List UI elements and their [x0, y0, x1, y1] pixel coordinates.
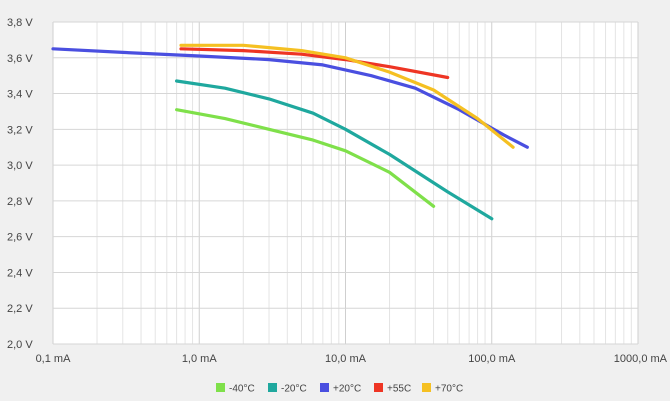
y-tick-label: 3,0 V: [7, 160, 33, 172]
legend-label: +70°C: [435, 384, 463, 395]
legend-swatch: [320, 383, 329, 392]
y-tick-label: 3,2 V: [7, 124, 33, 136]
y-tick-label: 3,6 V: [7, 53, 33, 65]
y-tick-label: 2,6 V: [7, 232, 33, 244]
x-tick-label: 100,0 mA: [468, 353, 516, 365]
y-tick-label: 3,8 V: [7, 17, 33, 29]
y-tick-label: 2,2 V: [7, 303, 33, 315]
x-tick-label: 1000,0 mA: [614, 353, 668, 365]
series-lines: [51, 43, 529, 221]
series-line-70c: [179, 43, 515, 149]
x-tick-label: 0,1 mA: [36, 353, 72, 365]
x-axis: 0,1 mA 1,0 mA 10,0 mA 100,0 mA 1000,0 mA: [36, 353, 668, 365]
x-tick-label: 1,0 mA: [182, 353, 218, 365]
x-tick-label: 10,0 mA: [325, 353, 367, 365]
legend-swatch: [216, 383, 225, 392]
y-tick-label: 2,0 V: [7, 339, 33, 351]
y-tick-label: 2,8 V: [7, 196, 33, 208]
legend-label: +20°C: [333, 384, 361, 395]
series-line-40c: [175, 108, 436, 208]
legend-swatch: [268, 383, 277, 392]
legend: -40°C -20°C +20°C +55C +70°C: [216, 383, 463, 395]
legend-swatch: [374, 383, 383, 392]
legend-label: -20°C: [281, 384, 307, 395]
legend-label: -40°C: [229, 384, 255, 395]
legend-label: +55C: [387, 384, 411, 395]
series-line-20c: [175, 79, 494, 221]
y-axis: 2,0 V 2,2 V 2,4 V 2,6 V 2,8 V 3,0 V 3,2 V 3,4 V…: [7, 17, 33, 351]
y-tick-label: 2,4 V: [7, 267, 33, 279]
legend-swatch: [422, 383, 431, 392]
series-line-55c: [179, 47, 450, 80]
y-tick-label: 3,4 V: [7, 89, 33, 101]
